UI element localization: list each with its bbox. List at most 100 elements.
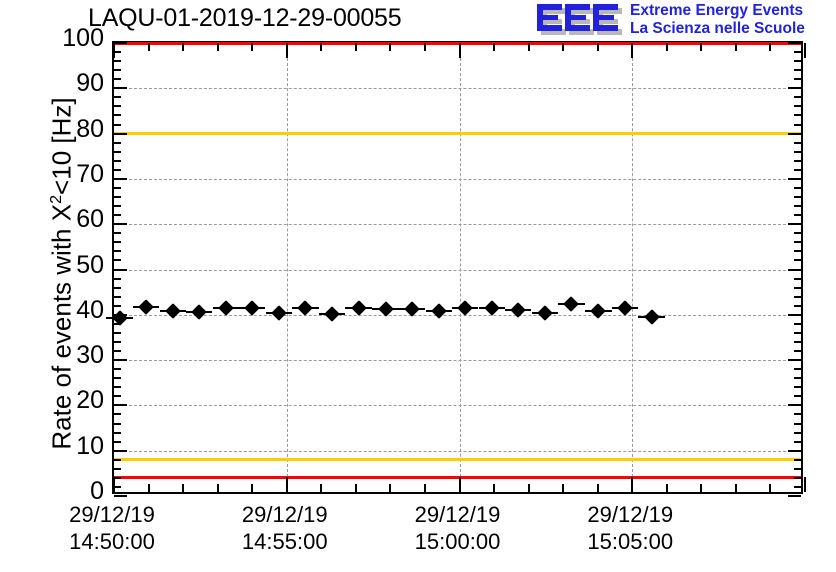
x-tick-major xyxy=(285,477,288,492)
data-point xyxy=(484,299,500,316)
x-tick-major xyxy=(804,43,806,58)
data-point xyxy=(164,303,181,319)
x-tick-minor xyxy=(596,484,599,492)
y-tick-major xyxy=(114,495,127,497)
x-tick-minor xyxy=(182,43,185,51)
y-tick-minor xyxy=(794,476,801,479)
y-tick-minor xyxy=(114,440,121,443)
y-tick-minor xyxy=(794,78,801,81)
plot-area xyxy=(106,41,806,497)
y-tick-minor xyxy=(114,458,121,461)
y-tick-major xyxy=(114,223,127,226)
y-tick-minor xyxy=(794,250,801,253)
y-tick-minor xyxy=(794,422,801,425)
y-tick-minor xyxy=(114,205,121,208)
data-point xyxy=(218,299,234,316)
y-tick-minor xyxy=(114,241,121,244)
y-tick-minor xyxy=(794,286,801,289)
y-tick-minor xyxy=(114,232,121,235)
data-point xyxy=(590,303,607,319)
x-tick-label-date: 29/12/19 xyxy=(587,502,674,527)
y-tick-minor xyxy=(114,467,121,470)
eee-logo-line1: Extreme Energy Events xyxy=(630,2,804,19)
y-tick-label: 80 xyxy=(76,114,104,143)
y-tick-minor xyxy=(114,422,121,425)
x-tick-minor xyxy=(423,43,426,51)
y-tick-minor xyxy=(114,286,121,289)
y-tick-minor xyxy=(794,331,801,334)
h-gridline xyxy=(114,224,801,226)
x-tick-major xyxy=(285,43,288,58)
y-tick-minor xyxy=(794,386,801,389)
x-tick-label: 29/12/19 15:00:00 xyxy=(368,501,548,555)
y-tick-label: 30 xyxy=(76,341,104,370)
y-tick-major xyxy=(788,223,801,226)
y-tick-minor xyxy=(114,413,121,416)
v-gridline xyxy=(632,43,634,492)
x-tick-label-time: 14:50:00 xyxy=(69,529,155,554)
x-tick-minor xyxy=(700,484,703,492)
y-tick-minor xyxy=(114,277,121,280)
x-tick-minor xyxy=(423,484,426,492)
y-tick-minor xyxy=(794,205,801,208)
x-tick-minor xyxy=(562,43,565,51)
y-tick-minor xyxy=(114,368,121,371)
y-tick-major xyxy=(788,268,801,271)
y-tick-minor xyxy=(794,322,801,325)
data-point xyxy=(297,300,314,316)
y-tick-minor xyxy=(794,350,801,353)
y-tick-minor xyxy=(794,413,801,416)
y-tick-minor xyxy=(794,114,801,117)
data-point xyxy=(616,300,633,316)
x-tick-minor xyxy=(665,43,668,51)
y-tick-label: 50 xyxy=(76,250,104,279)
y-tick-minor xyxy=(114,159,121,162)
y-tick-minor xyxy=(794,69,801,72)
y-tick-label: 10 xyxy=(76,431,104,460)
y-tick-minor xyxy=(794,295,801,298)
y-tick-minor xyxy=(794,259,801,262)
reference-line-lower-yellow-threshold xyxy=(114,458,801,462)
y-tick-minor xyxy=(794,159,801,162)
y-tick-major xyxy=(114,87,127,90)
x-tick-minor xyxy=(182,484,185,492)
x-tick-minor xyxy=(389,43,392,51)
y-tick-major xyxy=(788,449,801,452)
y-tick-minor xyxy=(114,259,121,262)
y-tick-major xyxy=(114,177,127,180)
reference-line-upper-red-threshold xyxy=(114,41,801,45)
y-tick-minor xyxy=(114,196,121,199)
y-tick-minor xyxy=(794,196,801,199)
x-tick-major xyxy=(631,477,634,492)
y-tick-minor xyxy=(114,304,121,307)
data-point xyxy=(643,308,660,325)
y-tick-major xyxy=(788,177,801,180)
y-tick-major xyxy=(788,404,801,407)
y-tick-minor xyxy=(114,186,121,189)
h-gridline xyxy=(114,405,801,407)
y-tick-minor xyxy=(114,60,121,63)
x-tick-major xyxy=(804,477,806,492)
y-tick-minor xyxy=(114,78,121,81)
x-tick-minor xyxy=(769,484,772,492)
y-tick-minor xyxy=(114,51,121,54)
y-tick-major xyxy=(788,359,801,362)
data-point xyxy=(138,298,154,315)
y-tick-minor xyxy=(794,377,801,380)
x-tick-minor xyxy=(251,484,254,492)
y-tick-major xyxy=(114,268,127,271)
y-tick-minor xyxy=(114,340,121,343)
y-tick-major xyxy=(788,87,801,90)
y-tick-minor xyxy=(114,295,121,298)
y-tick-minor xyxy=(794,485,801,488)
y-tick-label: 70 xyxy=(76,159,104,188)
h-gridline xyxy=(114,178,801,180)
y-tick-minor xyxy=(794,141,801,144)
reference-line-lower-red-threshold xyxy=(114,476,801,480)
y-tick-major xyxy=(788,313,801,316)
x-tick-label: 29/12/19 14:50:00 xyxy=(22,501,202,555)
h-gridline xyxy=(114,360,801,362)
x-tick-minor xyxy=(700,43,703,51)
y-tick-major xyxy=(114,404,127,407)
y-tick-minor xyxy=(794,431,801,434)
